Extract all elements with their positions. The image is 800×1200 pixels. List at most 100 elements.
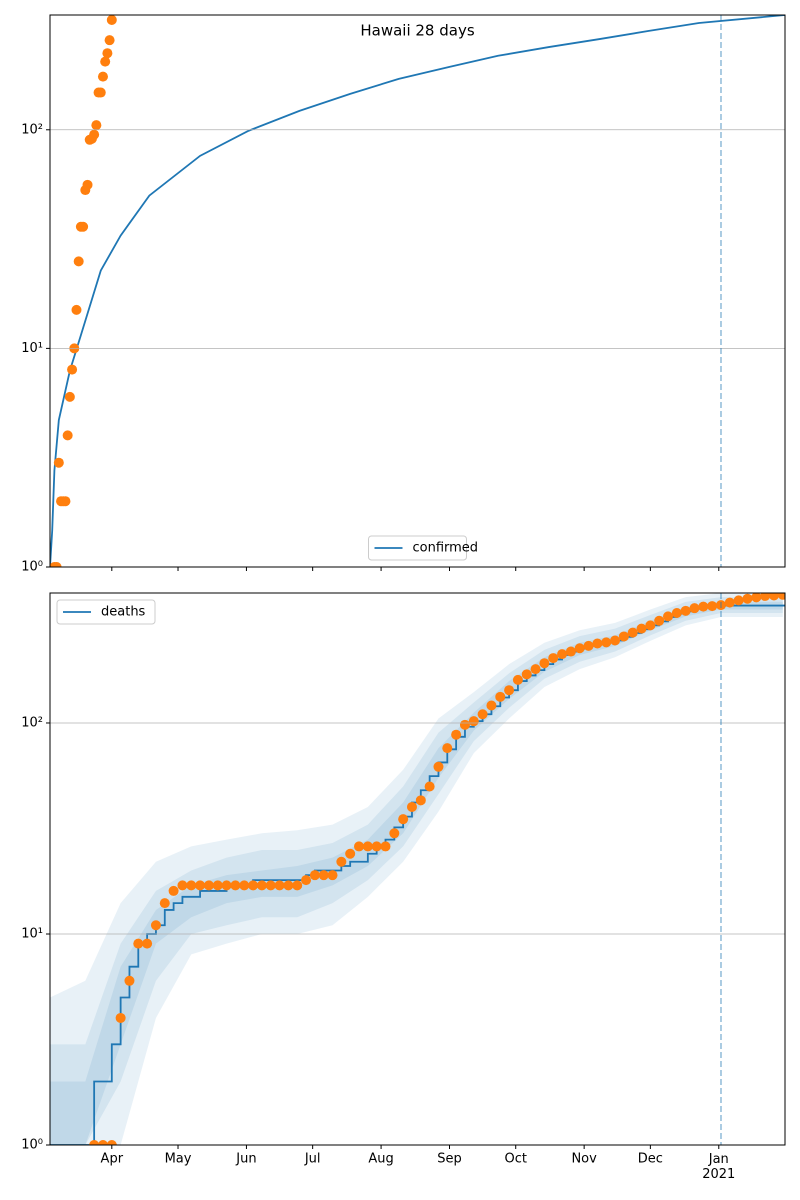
point (73, 256, 84, 267)
x-tick-label: Oct (504, 1152, 526, 1167)
point (115, 1012, 126, 1023)
point (203, 880, 214, 891)
point (239, 880, 250, 891)
point (442, 743, 453, 754)
legend-label: confirmed (413, 541, 479, 556)
point (548, 653, 559, 664)
point (733, 595, 744, 606)
point (274, 880, 285, 891)
legend-box (56, 599, 156, 625)
point (451, 729, 462, 740)
point (89, 129, 100, 140)
point (301, 875, 312, 886)
point (760, 593, 771, 601)
point (102, 48, 113, 59)
point (671, 608, 682, 619)
point (97, 71, 108, 82)
point (212, 880, 223, 891)
y-tick-label: 10² (21, 715, 43, 730)
x-tick-label: Aug (368, 1152, 393, 1167)
y-tick-label: 10¹ (21, 341, 43, 356)
point (654, 615, 665, 626)
point (398, 814, 409, 825)
point (336, 856, 347, 867)
x-tick-label: May (165, 1152, 192, 1167)
point (221, 880, 232, 891)
point (557, 649, 568, 660)
point (627, 627, 638, 638)
y-tick-label: 10⁰ (21, 560, 43, 575)
point (283, 880, 294, 891)
point (468, 716, 479, 727)
x-tick-label: Dec (638, 1152, 663, 1167)
confidence-band (50, 593, 783, 1145)
y-tick-label: 10¹ (21, 926, 43, 941)
point (698, 601, 709, 612)
point (159, 898, 170, 909)
y-tick-label: 10² (21, 122, 43, 137)
point (415, 795, 426, 806)
point (707, 601, 718, 612)
plot-area (50, 15, 785, 567)
chart-title: Hawaii 28 days (360, 22, 474, 40)
point (142, 938, 153, 949)
point (354, 841, 365, 852)
point (574, 643, 585, 654)
point (150, 920, 161, 931)
point (362, 841, 373, 852)
axes-frame (49, 592, 786, 1146)
point (645, 620, 656, 631)
point (406, 801, 417, 812)
point (504, 685, 515, 696)
point (777, 593, 785, 600)
point (530, 664, 541, 675)
point (636, 623, 647, 634)
x-tick-label: Jun (235, 1152, 256, 1167)
point (248, 880, 259, 891)
x-tick-label: Nov (571, 1152, 597, 1167)
point (106, 15, 117, 25)
point (71, 304, 82, 315)
point (265, 880, 276, 891)
point (495, 691, 506, 702)
point (424, 781, 435, 792)
point (371, 841, 382, 852)
point (186, 880, 197, 891)
y-tick-label: 10⁰ (21, 1138, 43, 1153)
point (97, 1140, 108, 1145)
point (618, 631, 629, 642)
point (230, 880, 241, 891)
point (100, 56, 111, 67)
point (592, 638, 603, 649)
point (168, 885, 179, 896)
point (53, 457, 64, 468)
point (583, 640, 594, 651)
point (195, 880, 206, 891)
point (318, 870, 329, 881)
point (459, 719, 470, 730)
x-tick-label: Jul (304, 1152, 321, 1167)
point (78, 221, 89, 232)
legend-label: deaths (101, 605, 146, 620)
point (521, 669, 532, 680)
point (292, 880, 303, 891)
point (309, 870, 320, 881)
point (62, 430, 73, 441)
point (345, 848, 356, 859)
point (742, 593, 753, 604)
confidence-band (50, 597, 783, 1145)
point (380, 841, 391, 852)
point (91, 120, 102, 131)
point (89, 1140, 100, 1145)
point (486, 700, 497, 711)
point (389, 828, 400, 839)
point (768, 593, 779, 601)
point (51, 562, 62, 567)
point (601, 637, 612, 648)
point (680, 605, 691, 616)
point (663, 611, 674, 622)
point (724, 597, 735, 608)
line (50, 15, 785, 567)
point (256, 880, 267, 891)
